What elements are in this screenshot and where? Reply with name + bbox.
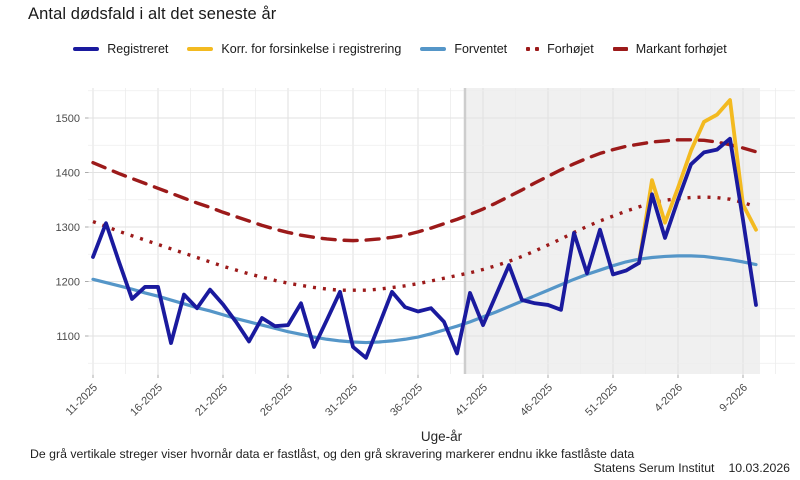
source-org: Statens Serum Institut	[593, 461, 715, 475]
korrigeret-line-swatch	[187, 47, 214, 51]
x-tick-label: 9-2026	[717, 382, 750, 415]
series-line-forh-jet	[92, 195, 757, 292]
source-date: 10.03.2026	[728, 461, 790, 475]
source-credit: Statens Serum Institut 10.03.2026	[593, 461, 790, 475]
x-axis-label: Uge-år	[420, 429, 463, 444]
x-tick-label: 16-2025	[128, 382, 165, 419]
series-line-registreret	[91, 136, 758, 360]
y-tick-label: 1500	[56, 113, 80, 125]
series-line-markant-forh-jet	[91, 138, 758, 243]
legend-label-forhoejet: Forhøjet	[547, 42, 594, 56]
y-tick-label: 1300	[56, 222, 80, 234]
x-tick-label: 51-2025	[583, 382, 620, 419]
legend-item-korrigeret: Korr. for forsinkelse i registrering	[187, 42, 401, 56]
forhoejet-dotted-swatch	[526, 47, 540, 51]
legend-label-registreret: Registreret	[107, 42, 169, 56]
page-title: Antal dødsfald i alt det seneste år	[28, 5, 277, 23]
markant-forhoejet-dash-swatch	[612, 47, 628, 51]
x-tick-label: 46-2025	[518, 382, 555, 419]
x-tick-label: 21-2025	[193, 382, 230, 419]
legend-item-markant-forhoejet: Markant forhøjet	[612, 42, 727, 56]
x-tick-label: 4-2026	[652, 382, 685, 415]
x-tick-label: 41-2025	[453, 382, 490, 419]
x-tick-label: 26-2025	[258, 382, 295, 419]
x-tick-label: 31-2025	[323, 382, 360, 419]
y-tick-label: 1400	[56, 168, 80, 180]
x-tick-label: 11-2025	[64, 382, 100, 418]
series-line-korr-for-forsinkelse-i-registrering	[637, 98, 758, 265]
legend-label-markant-forhoejet: Markant forhøjet	[635, 42, 727, 56]
footnote: De grå vertikale streger viser hvornår d…	[30, 447, 635, 461]
registreret-line-swatch	[73, 47, 100, 51]
series-line-forventet	[91, 254, 758, 345]
legend-label-korrigeret: Korr. for forsinkelse i registrering	[221, 42, 402, 56]
forventet-line-swatch	[420, 47, 447, 51]
chart-legend: Registreret Korr. for forsinkelse i regi…	[0, 41, 800, 57]
legend-item-forhoejet: Forhøjet	[526, 42, 594, 56]
y-tick-label: 1100	[56, 331, 80, 343]
legend-item-registreret: Registreret	[73, 42, 168, 56]
x-tick-label: 36-2025	[388, 382, 425, 419]
y-tick-label: 1200	[56, 277, 80, 289]
legend-item-forventet: Forventet	[420, 42, 507, 56]
legend-label-forventet: Forventet	[454, 42, 508, 56]
